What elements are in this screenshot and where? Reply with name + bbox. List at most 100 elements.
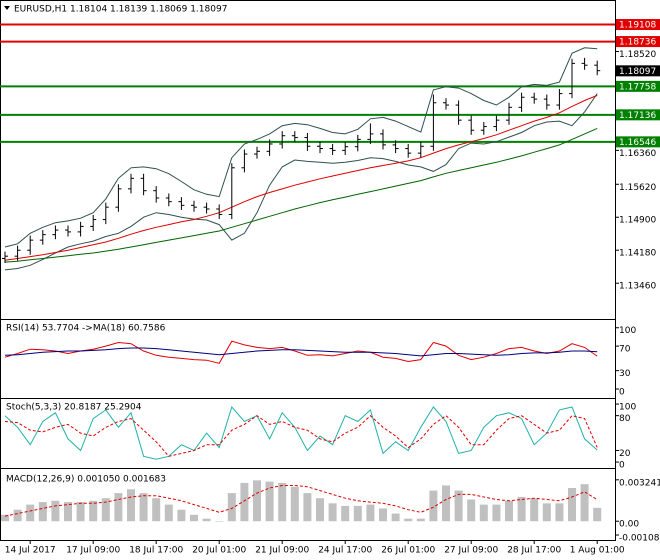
- indicator-line: [4, 405, 598, 460]
- y-tick-label: 100: [619, 403, 636, 413]
- level-label: 1.16546: [619, 138, 656, 148]
- y-tick-label: 70: [619, 345, 631, 355]
- stoch-title: Stoch(5,3,3) 20.8187 25.2904: [6, 403, 142, 413]
- histogram-bar: [391, 513, 400, 522]
- indicator-line: [4, 347, 598, 357]
- histogram-bar: [555, 503, 564, 522]
- histogram-bar: [177, 509, 186, 522]
- level-tag: [616, 36, 660, 48]
- level-label: 1.17136: [619, 111, 656, 121]
- histogram-bar: [164, 504, 173, 522]
- histogram-bar: [416, 518, 425, 522]
- histogram-bar: [253, 480, 261, 522]
- y-tick-label: 100: [619, 326, 636, 336]
- histogram-bar: [64, 502, 72, 522]
- level-label: 1.18736: [619, 38, 656, 48]
- menu-arrow: [4, 6, 10, 10]
- histogram-bar: [290, 486, 299, 522]
- x-tick-label: 18 Jul 17:00: [129, 546, 183, 556]
- histogram-bar: [101, 498, 110, 522]
- histogram-bar: [202, 518, 211, 522]
- histogram-bar: [127, 489, 135, 522]
- histogram-bar: [517, 496, 526, 522]
- histogram-bar: [26, 504, 35, 522]
- x-tick-label: 28 Jul 17:00: [507, 546, 561, 556]
- histogram-bar: [38, 502, 47, 522]
- rsi-title: RSI(14) 53.7704 ->MA(18) 60.7586: [6, 324, 166, 334]
- histogram-bar: [379, 508, 387, 522]
- histogram-bar: [1, 514, 9, 522]
- histogram-bar: [13, 509, 22, 522]
- histogram-bar: [492, 504, 501, 522]
- y-tick-label: 30: [619, 369, 631, 379]
- indicator-line: [4, 415, 598, 457]
- y-tick-label: 0: [619, 388, 625, 398]
- histogram-bar: [316, 498, 324, 522]
- y-tick-label: 1.18520: [619, 50, 656, 60]
- histogram-bar: [152, 498, 161, 522]
- x-tick-label: 20 Jul 01:00: [192, 546, 246, 556]
- x-tick-label: 1 Aug 01:00: [570, 546, 625, 556]
- level-label: 1.17758: [619, 82, 656, 92]
- histogram-bar: [89, 500, 98, 522]
- indicator-line: [4, 485, 598, 517]
- histogram-bar: [442, 485, 450, 522]
- histogram-bar: [76, 502, 85, 522]
- y-tick-label: 1.15620: [619, 183, 656, 193]
- y-tick-label: 1.13460: [619, 282, 656, 292]
- y-tick-label: 1.14900: [619, 216, 656, 226]
- histogram-bar: [593, 507, 602, 522]
- histogram-bar: [467, 499, 476, 522]
- histogram-bar: [190, 514, 198, 522]
- x-tick-label: 14 Jul 2017: [5, 546, 56, 556]
- histogram-bar: [227, 493, 236, 522]
- histogram-bar: [530, 498, 539, 522]
- histogram-bar: [429, 490, 438, 522]
- histogram-bar: [341, 505, 350, 522]
- price-tag: [616, 65, 660, 77]
- plot-frame: [0, 0, 616, 541]
- histogram-bar: [580, 484, 589, 522]
- y-tick-label: 20: [619, 449, 631, 459]
- histogram-bar: [568, 488, 576, 522]
- level-tag: [616, 136, 660, 148]
- histogram-bar: [278, 482, 287, 522]
- x-tick-label: 26 Jul 01:00: [381, 546, 435, 556]
- histogram-bar: [215, 521, 224, 522]
- indicator-line: [4, 47, 598, 248]
- indicator-line: [4, 127, 598, 263]
- histogram-bar: [366, 504, 375, 522]
- y-tick-label: 80: [619, 414, 631, 424]
- y-tick-label: 0: [619, 461, 625, 471]
- y-tick-label: 1.14180: [619, 249, 656, 259]
- x-tick-label: 24 Jul 17:00: [318, 546, 372, 556]
- histogram-bar: [479, 504, 488, 522]
- x-tick-label: 27 Jul 09:00: [444, 546, 498, 556]
- y-tick-label: -0.001080: [619, 534, 660, 544]
- chart-title: EURUSD,H1 1.18104 1.18139 1.18069 1.1809…: [14, 5, 227, 15]
- histogram-bar: [265, 481, 274, 522]
- y-tick-label: 0.00: [619, 520, 639, 530]
- y-tick-label: 1.16360: [619, 149, 656, 159]
- indicator-line: [4, 93, 598, 271]
- x-tick-label: 21 Jul 09:00: [255, 546, 309, 556]
- level-tag: [616, 109, 660, 121]
- level-label: 1.19108: [619, 21, 656, 31]
- histogram-bar: [404, 518, 413, 522]
- histogram-bar: [139, 493, 148, 522]
- histogram-bar: [303, 493, 312, 522]
- histogram-bar: [353, 505, 362, 522]
- macd-title: MACD(12,26,9) 0.001050 0.001683: [6, 475, 166, 485]
- level-tag: [616, 80, 660, 92]
- histogram-bar: [505, 500, 513, 522]
- level-tag: [616, 19, 660, 31]
- indicator-line: [4, 94, 598, 261]
- histogram-bar: [240, 482, 249, 522]
- histogram-bar: [51, 500, 60, 522]
- histogram-bar: [114, 493, 123, 522]
- indicator-line: [4, 340, 598, 364]
- histogram-bar: [328, 503, 337, 522]
- y-tick-label: 0.003241: [619, 478, 660, 488]
- x-tick-label: 17 Jul 09:00: [66, 546, 120, 556]
